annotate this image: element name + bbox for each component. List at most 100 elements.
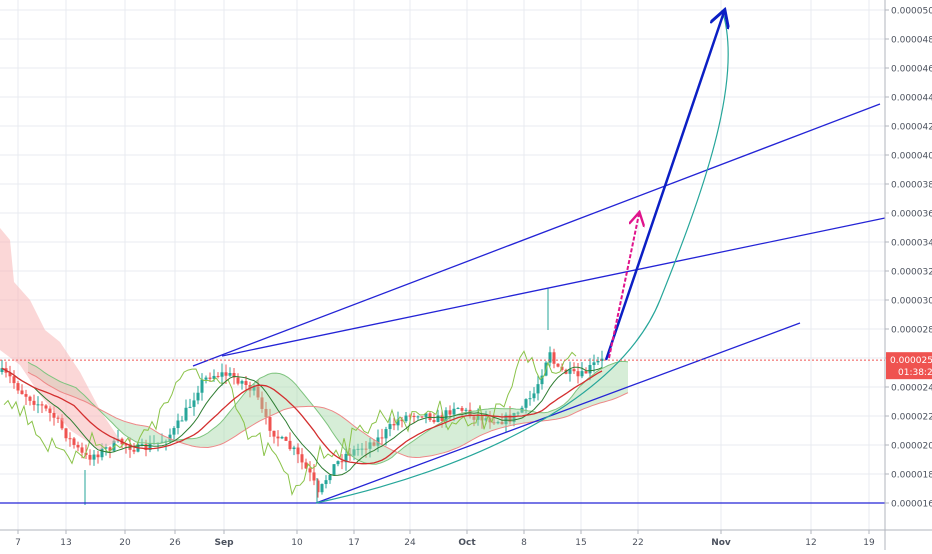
candle-body <box>528 398 532 400</box>
candle-body <box>196 392 200 401</box>
candle-body <box>88 454 92 460</box>
candle-body <box>352 449 356 456</box>
x-tick-label: Sep <box>214 538 234 548</box>
candle-body <box>424 413 428 418</box>
candle-body <box>312 472 316 481</box>
candle-body <box>180 420 184 422</box>
candles <box>0 288 604 505</box>
candle-body <box>364 448 368 450</box>
candle-body <box>568 369 572 374</box>
candle-body <box>540 375 544 385</box>
candle-body <box>128 445 132 450</box>
candle-body <box>360 448 364 450</box>
candle-body <box>140 444 144 446</box>
candle-body <box>20 390 24 395</box>
candle-body <box>104 447 108 449</box>
candle-body <box>576 371 580 377</box>
candle-body <box>460 407 464 411</box>
candle-body <box>472 416 476 420</box>
y-tick-label: 0.00004000 <box>891 152 932 162</box>
candle-body <box>432 419 436 423</box>
x-tick-label: 20 <box>119 538 131 548</box>
candle-body <box>172 428 176 435</box>
candle-body <box>396 419 400 426</box>
candle-body <box>36 404 40 406</box>
candle-body <box>40 404 44 406</box>
candle-body <box>52 412 56 418</box>
x-tick-label: 8 <box>521 538 527 548</box>
candle-body <box>444 410 448 422</box>
candle-body <box>592 362 596 366</box>
x-tick-label: 12 <box>805 538 816 548</box>
candle-body <box>580 371 584 377</box>
candle-body <box>536 384 540 394</box>
slow-ma-line <box>1 367 603 465</box>
y-tick-label: 0.00003600 <box>891 210 932 220</box>
candle-body <box>384 429 388 439</box>
candle-body <box>268 417 272 431</box>
candle-body <box>508 414 512 423</box>
candle-body <box>488 418 492 423</box>
y-tick-label: 0.00005000 <box>891 7 932 17</box>
candle-body <box>148 443 152 451</box>
candle-body <box>588 365 592 374</box>
candle-body <box>440 415 444 422</box>
candle-body <box>284 436 288 441</box>
span-a-line <box>27 360 629 465</box>
candle-body <box>572 369 576 372</box>
last-price-badge-bg <box>886 352 932 380</box>
candle-body <box>272 430 276 437</box>
candle-body <box>28 396 32 401</box>
indicators <box>0 228 629 497</box>
parabolic-arc <box>315 9 729 504</box>
x-tick-label: 22 <box>632 538 643 548</box>
candle-body <box>16 383 20 391</box>
candle-body <box>212 375 216 379</box>
candle-body <box>184 407 188 421</box>
candle-body <box>300 454 304 463</box>
span-b-line <box>27 371 629 459</box>
candle-body <box>496 421 500 424</box>
candle-body <box>416 416 420 418</box>
y-tick-label: 0.00001800 <box>891 471 932 481</box>
x-tick-label: 19 <box>863 538 875 548</box>
y-tick-label: 0.00004800 <box>891 36 932 46</box>
candle-body <box>372 442 376 446</box>
ichimoku-cloud <box>28 361 628 465</box>
y-tick-label: 0.00003800 <box>891 181 932 191</box>
candle-body <box>236 377 240 384</box>
fast-ma-line <box>1 366 603 477</box>
candle-body <box>256 386 260 398</box>
last-price-badge: 0.00002585 01:38:29 <box>886 352 932 380</box>
candle-body <box>376 437 380 446</box>
candle-body <box>324 480 328 485</box>
candle-body <box>224 372 228 376</box>
candle-body <box>520 407 524 413</box>
candle-body <box>392 424 396 426</box>
candle-body <box>304 462 308 469</box>
candle-body <box>476 415 480 420</box>
candle-body <box>264 408 268 418</box>
y-tick-label: 0.00001600 <box>891 500 932 510</box>
candle-body <box>176 420 180 429</box>
y-tick-label: 0.00004400 <box>891 94 932 104</box>
candle-body <box>380 437 384 439</box>
x-tick-label: 15 <box>575 538 586 548</box>
candle-body <box>252 386 256 391</box>
candle-body <box>76 444 80 448</box>
candle-body <box>44 405 48 409</box>
candle-body <box>296 447 300 455</box>
y-tick-label: 0.00003400 <box>891 239 932 249</box>
candle-body <box>56 417 60 419</box>
ichimoku-cloud-bear <box>0 228 120 450</box>
candle-body <box>412 415 416 418</box>
candle-body <box>232 372 236 378</box>
candle-body <box>92 454 96 460</box>
candle-body <box>228 372 232 376</box>
candle-body <box>72 438 76 445</box>
candle-body <box>260 397 264 409</box>
candle-body <box>428 413 432 420</box>
candle-body <box>560 366 564 370</box>
projection-arrow <box>604 12 724 361</box>
x-tick-label: Oct <box>458 538 476 548</box>
